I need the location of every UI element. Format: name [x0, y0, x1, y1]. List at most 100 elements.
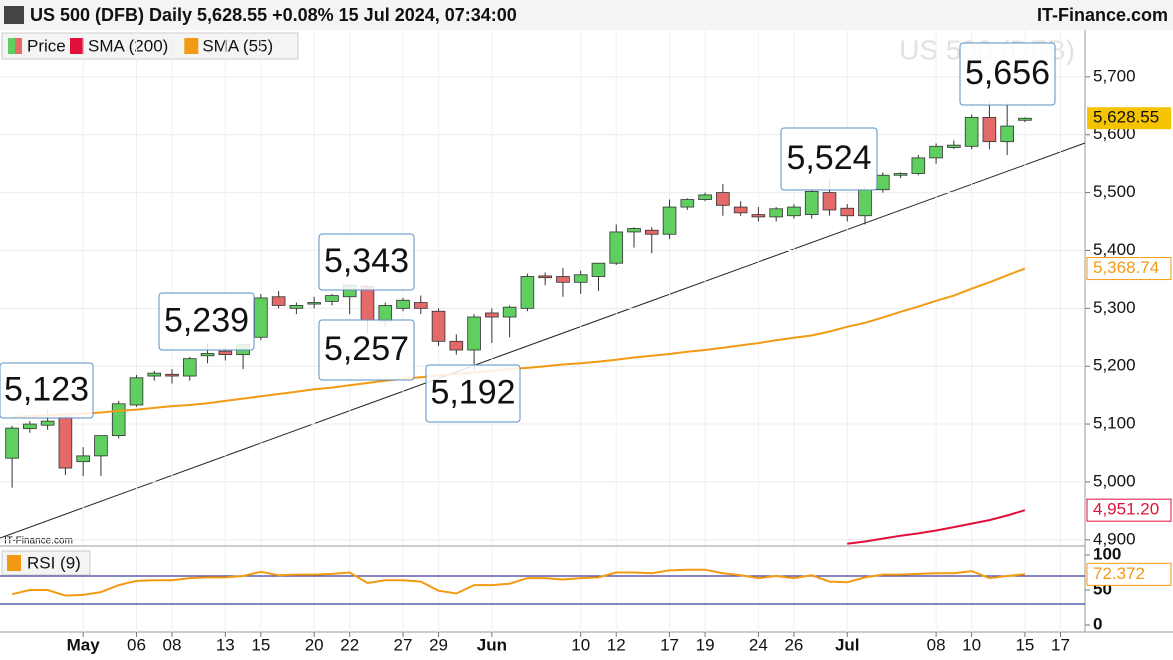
candle-body	[94, 435, 108, 457]
price-panel	[0, 30, 1085, 545]
candle-body	[76, 455, 90, 463]
x-tick-label: 26	[784, 635, 803, 654]
candle-body	[1000, 125, 1014, 143]
legend-label: SMA (55)	[202, 36, 273, 55]
candle-body	[644, 229, 659, 235]
candle-body	[982, 116, 997, 143]
last-value-badge	[1086, 498, 1172, 522]
candle-body	[609, 231, 624, 264]
x-tick-label: 22	[340, 635, 359, 654]
legend: Price SMA (200) SMA (55)	[1, 32, 299, 60]
rsi-last-label: 72.372	[1093, 564, 1145, 583]
candle-body	[502, 306, 517, 318]
x-tick-label: 29	[429, 635, 448, 654]
x-tick-label: Jun	[477, 635, 507, 654]
candle-body	[804, 191, 819, 215]
x-tick-label: 19	[696, 635, 715, 654]
x-tick-label: 13	[216, 635, 235, 654]
x-tick-label: 20	[305, 635, 324, 654]
y-tick-label: 5,300	[1093, 298, 1136, 317]
candle-body	[111, 403, 126, 437]
candle-body	[538, 275, 552, 279]
candle-body	[485, 312, 499, 318]
y-tick-label: 5,000	[1093, 471, 1136, 490]
candle-body	[556, 276, 570, 283]
annotation-label: 5,343	[324, 242, 409, 280]
rsi-last-badge	[1086, 562, 1172, 586]
annotation-box	[780, 127, 878, 191]
candle-body	[662, 206, 677, 235]
annotation-label: 5,123	[4, 370, 89, 408]
rsi-legend-label: RSI (9)	[27, 553, 81, 572]
x-tick-label: 08	[927, 635, 946, 654]
x-tick-label: 10	[962, 635, 981, 654]
last-value-label: 5,368.74	[1093, 258, 1159, 277]
last-value-badge	[1086, 257, 1172, 281]
x-tick-label: 15	[251, 635, 270, 654]
candle-body	[520, 276, 535, 309]
candle-body	[680, 199, 695, 208]
candle-body	[573, 274, 588, 283]
candle-body	[307, 302, 321, 305]
legend-label: SMA (200)	[88, 36, 168, 55]
candle-body	[129, 377, 144, 406]
x-tick-label: May	[67, 635, 101, 654]
x-tick-label: 17	[660, 635, 679, 654]
annotation-label: 5,239	[164, 301, 249, 339]
x-tick-label: 10	[571, 635, 590, 654]
annotation-box	[318, 319, 415, 381]
x-tick-label: 17	[1051, 635, 1070, 654]
candle-body	[822, 192, 837, 211]
annotation-box	[318, 233, 415, 291]
candle-body	[591, 262, 606, 277]
candle-body	[964, 116, 979, 147]
candle-body	[769, 208, 783, 218]
candle-body	[58, 416, 73, 469]
candle-body	[147, 372, 162, 377]
candle-body	[182, 358, 197, 377]
legend-swatch	[7, 555, 21, 571]
candle-body	[1018, 117, 1032, 121]
y-tick-label: 5,100	[1093, 414, 1136, 433]
candle-body	[467, 316, 481, 351]
annotation-box	[0, 362, 94, 419]
header-bar	[0, 0, 1173, 30]
candle-body	[360, 285, 375, 321]
candle-body	[751, 214, 766, 218]
logo	[4, 6, 24, 24]
annotation-label: 5,257	[324, 330, 409, 368]
legend-box	[1, 32, 299, 60]
candle-body	[911, 157, 926, 174]
candle-body	[733, 206, 748, 214]
rsi-tick-label: 0	[1093, 614, 1102, 633]
x-tick-label: 06	[127, 635, 146, 654]
x-tick-label: 15	[1015, 635, 1034, 654]
candle-body	[716, 192, 730, 206]
candle-body	[840, 207, 855, 217]
legend-swatch	[15, 38, 22, 54]
candle-body	[325, 295, 339, 302]
candle-body	[627, 228, 641, 233]
y-tick-label: 5,500	[1093, 182, 1136, 201]
x-tick-label: Jul	[835, 635, 860, 654]
chart-title: US 500 (DFB) Daily 5,628.55 +0.08% 15 Ju…	[30, 5, 517, 25]
legend-swatch	[8, 38, 15, 54]
annotation-label: 5,192	[430, 373, 515, 411]
x-tick-label: 12	[607, 635, 626, 654]
candle-body	[254, 297, 268, 338]
candle-body	[875, 174, 890, 191]
candle-body	[271, 296, 286, 306]
x-tick-label: 08	[163, 635, 182, 654]
candle-body	[698, 194, 712, 200]
candle-body	[787, 206, 801, 217]
annotation-box	[959, 42, 1056, 106]
candle-body	[449, 340, 464, 351]
last-value-label: 4,951.20	[1093, 500, 1159, 519]
candle-body	[218, 350, 233, 356]
y-tick-label: 4,900	[1093, 529, 1136, 548]
x-tick-label: 24	[749, 635, 768, 654]
rsi-line	[11, 568, 1025, 597]
credit: IT-Finance.com	[4, 536, 73, 547]
annotation-box	[158, 292, 255, 351]
